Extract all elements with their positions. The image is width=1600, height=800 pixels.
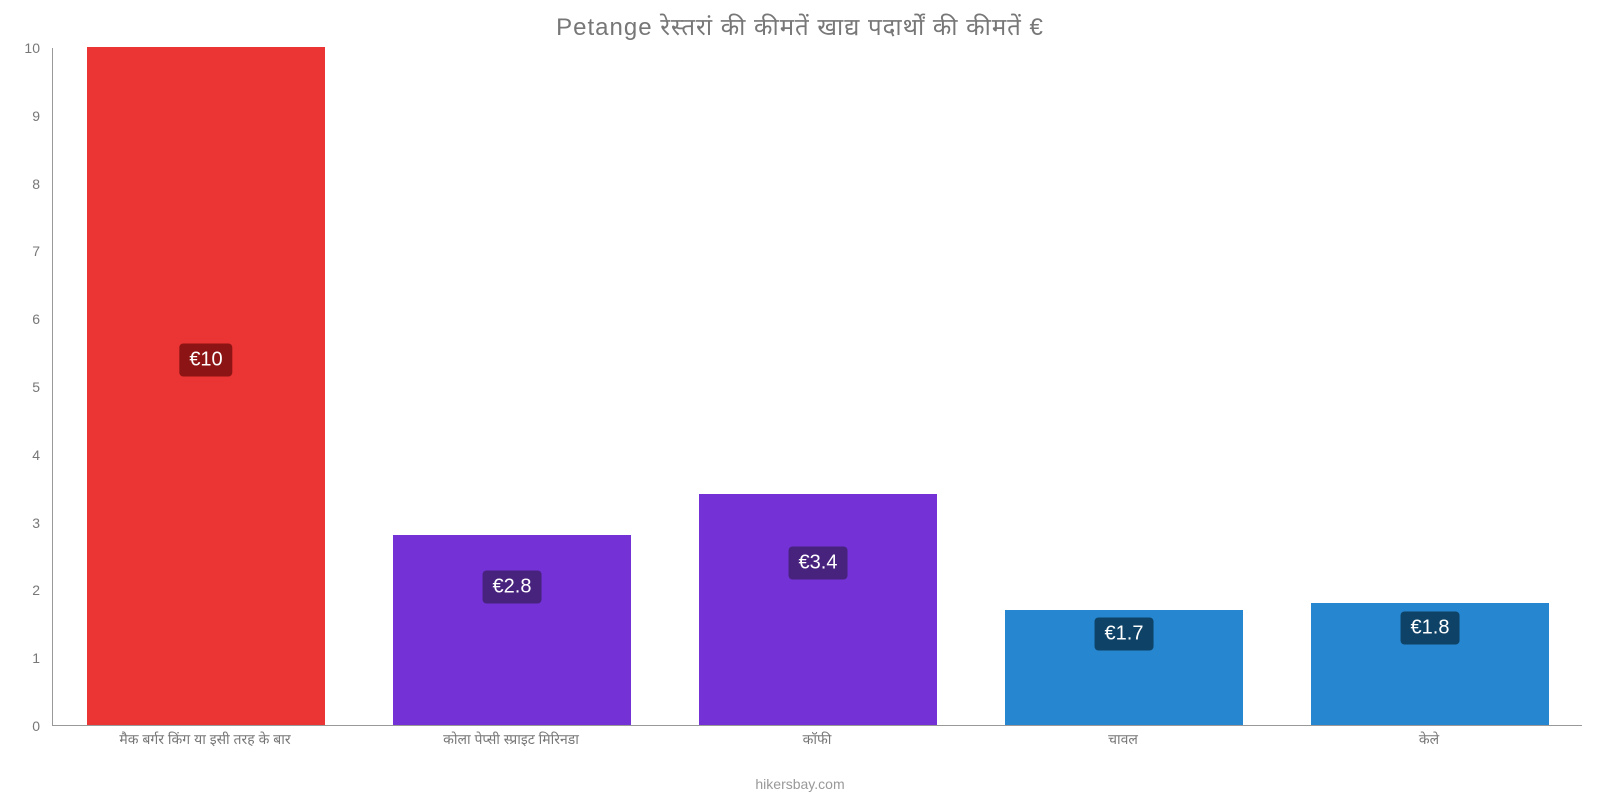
y-tick-label: 10: [24, 40, 40, 56]
y-tick-label: 8: [32, 176, 40, 192]
x-tick-label: कॉफी: [803, 730, 832, 749]
y-tick-label: 0: [32, 718, 40, 734]
value-label: €3.4: [789, 547, 848, 580]
y-axis: 012345678910: [0, 48, 48, 726]
y-tick-label: 2: [32, 582, 40, 598]
value-label: €2.8: [483, 571, 542, 604]
watermark: hikersbay.com: [755, 776, 844, 792]
y-tick-label: 6: [32, 311, 40, 327]
bar: [393, 535, 632, 725]
x-tick-label: मैक बर्गर किंग या इसी तरह के बार: [119, 730, 290, 749]
chart-container: Petange रेस्तरां की कीमतें खाद्य पदार्थो…: [0, 0, 1600, 800]
value-label: €10: [179, 343, 232, 376]
y-tick-label: 3: [32, 515, 40, 531]
bar: [87, 47, 326, 725]
bar: [699, 494, 938, 725]
chart-title: Petange रेस्तरां की कीमतें खाद्य पदार्थो…: [0, 0, 1600, 43]
value-label: €1.7: [1095, 618, 1154, 651]
plot-area: €10 €2.8 €3.4 €1.7 €1.8: [52, 48, 1582, 726]
y-tick-label: 1: [32, 650, 40, 666]
y-tick-label: 4: [32, 447, 40, 463]
x-tick-label: कोला पेप्सी स्प्राइट मिरिनडा: [443, 730, 579, 749]
y-tick-label: 5: [32, 379, 40, 395]
y-tick-label: 9: [32, 108, 40, 124]
y-tick-label: 7: [32, 243, 40, 259]
x-tick-label: केले: [1419, 730, 1439, 749]
x-tick-label: चावल: [1108, 730, 1138, 749]
value-label: €1.8: [1401, 611, 1460, 644]
